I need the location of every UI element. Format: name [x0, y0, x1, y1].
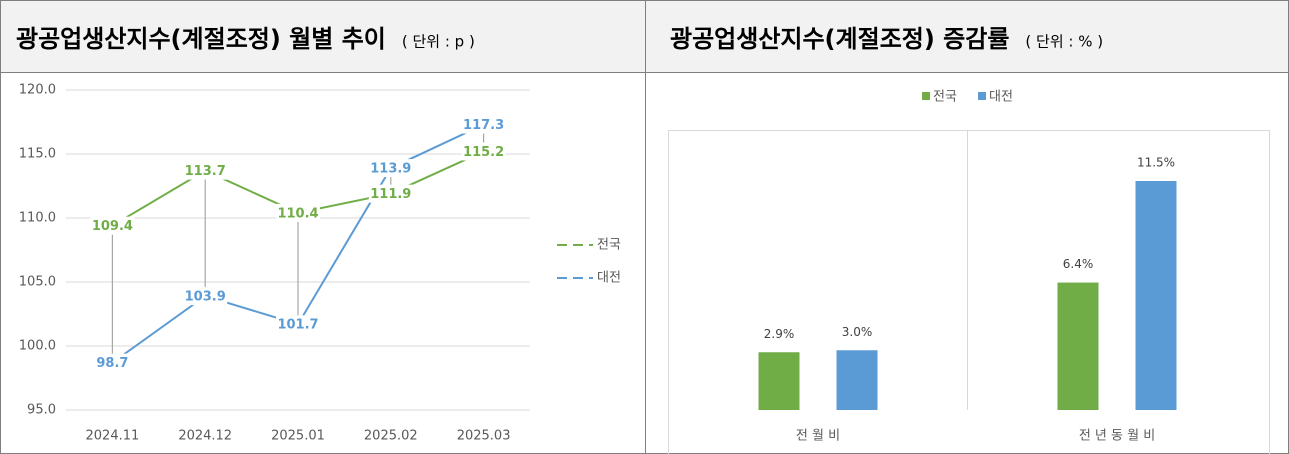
- data-label: 110.4: [277, 206, 318, 221]
- data-label: 11.5%: [1137, 156, 1175, 170]
- bar: [836, 350, 878, 410]
- legend-label: 대전: [989, 90, 1013, 105]
- y-tick-label: 95.0: [27, 403, 56, 418]
- label-bg: [90, 353, 135, 372]
- data-label: 2.9%: [764, 327, 795, 341]
- legend-label: 전국: [597, 238, 621, 253]
- header-bg: [0, 0, 1289, 73]
- bar: [1057, 282, 1099, 410]
- chart-title: 광공업생산지수(계절조정) 증감률: [670, 25, 1009, 53]
- bar: [1135, 181, 1177, 410]
- x-tick-label: 전 년 동 월 비: [1079, 429, 1155, 444]
- y-tick-label: 115.0: [19, 147, 56, 162]
- legend-swatch: [922, 92, 930, 100]
- label-bg: [461, 115, 506, 134]
- x-tick-label: 2025.02: [364, 429, 418, 444]
- data-label: 115.2: [463, 145, 504, 160]
- data-label: 101.7: [277, 318, 318, 333]
- x-tick-label: 2025.03: [457, 429, 511, 444]
- x-tick-label: 2024.12: [178, 429, 232, 444]
- data-label: 111.9: [370, 187, 411, 202]
- label-bg: [276, 203, 320, 222]
- data-label: 109.4: [92, 219, 133, 234]
- chart-title: 광공업생산지수(계절조정) 월별 추이: [16, 25, 386, 53]
- data-label: 113.9: [370, 162, 411, 177]
- x-tick-label: 2025.01: [271, 429, 325, 444]
- bar: [758, 352, 800, 410]
- data-label: 113.7: [185, 164, 226, 179]
- data-label: 117.3: [463, 118, 504, 133]
- y-tick-label: 105.0: [19, 275, 56, 290]
- legend-label: 대전: [597, 271, 621, 286]
- label-bg: [368, 159, 413, 178]
- y-tick-label: 120.0: [19, 83, 56, 98]
- y-tick-label: 110.0: [19, 211, 56, 226]
- data-label: 98.7: [96, 356, 128, 371]
- label-bg: [461, 142, 506, 161]
- x-tick-label: 전 월 비: [796, 429, 840, 444]
- legend-swatch: [978, 92, 986, 100]
- chart-subtitle: ( 단위 : % ): [1025, 33, 1103, 51]
- label-bg: [368, 184, 413, 203]
- y-tick-label: 100.0: [19, 339, 56, 354]
- legend-label: 전국: [933, 90, 957, 105]
- data-label: 3.0%: [842, 325, 873, 339]
- x-tick-label: 2024.11: [86, 429, 140, 444]
- plot-frame: [668, 130, 1270, 454]
- data-label: 6.4%: [1063, 257, 1094, 271]
- label-bg: [276, 315, 320, 334]
- label-bg: [183, 287, 228, 306]
- label-bg: [90, 216, 135, 235]
- chart-subtitle: ( 단위 : p ): [402, 33, 475, 51]
- data-label: 103.9: [185, 290, 226, 305]
- label-bg: [183, 161, 228, 180]
